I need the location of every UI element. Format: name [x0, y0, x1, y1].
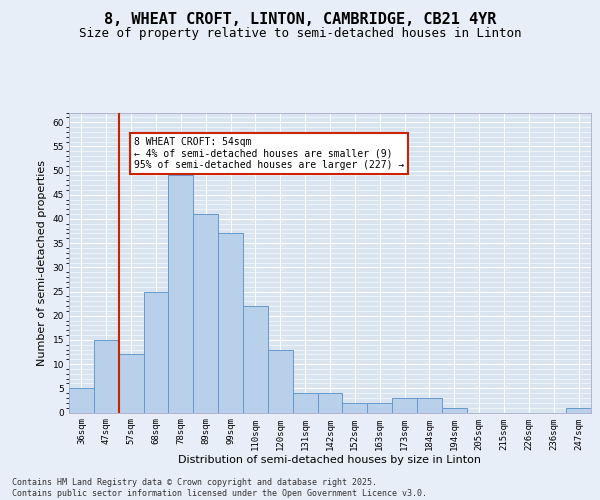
Y-axis label: Number of semi-detached properties: Number of semi-detached properties [37, 160, 47, 366]
Bar [169, 176, 193, 412]
Text: Contains HM Land Registry data © Crown copyright and database right 2025.
Contai: Contains HM Land Registry data © Crown c… [12, 478, 427, 498]
Bar [293, 393, 317, 412]
Bar [417, 398, 442, 412]
Bar [317, 393, 343, 412]
Text: Size of property relative to semi-detached houses in Linton: Size of property relative to semi-detach… [79, 28, 521, 40]
Bar [243, 306, 268, 412]
Bar [143, 292, 169, 412]
Bar [343, 403, 367, 412]
Bar [69, 388, 94, 412]
Text: 8 WHEAT CROFT: 54sqm
← 4% of semi-detached houses are smaller (9)
95% of semi-de: 8 WHEAT CROFT: 54sqm ← 4% of semi-detach… [134, 136, 404, 170]
Text: 8, WHEAT CROFT, LINTON, CAMBRIDGE, CB21 4YR: 8, WHEAT CROFT, LINTON, CAMBRIDGE, CB21 … [104, 12, 496, 28]
Bar [94, 340, 119, 412]
Bar [218, 234, 243, 412]
X-axis label: Distribution of semi-detached houses by size in Linton: Distribution of semi-detached houses by … [179, 455, 482, 465]
Bar [566, 408, 591, 412]
Bar [442, 408, 467, 412]
Bar [119, 354, 143, 412]
Bar [367, 403, 392, 412]
Bar [392, 398, 417, 412]
Bar [268, 350, 293, 412]
Bar [193, 214, 218, 412]
